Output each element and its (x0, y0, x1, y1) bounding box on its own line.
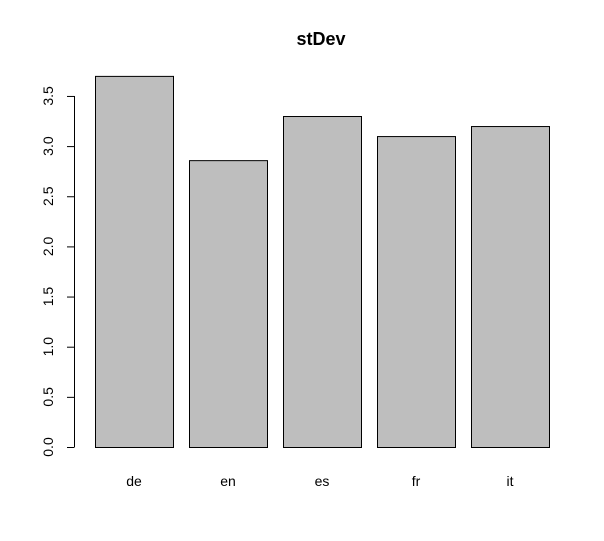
x-tick-label-es: es (315, 473, 330, 489)
y-tick-label-2.5: 2.5 (40, 186, 56, 206)
y-tick-label-0.0: 0.0 (40, 437, 56, 457)
chart-title: stDev (296, 29, 345, 49)
y-tick-label-2.0: 2.0 (40, 236, 56, 256)
y-tick-label-0.5: 0.5 (40, 387, 56, 407)
bars-group (95, 75, 550, 448)
y-tick-label-1.0: 1.0 (40, 337, 56, 357)
x-tick-label-de: de (126, 473, 142, 489)
bar-de (95, 75, 174, 448)
y-tick-label-1.5: 1.5 (40, 287, 56, 307)
x-tick-label-fr: fr (412, 473, 421, 489)
x-tick-label-it: it (507, 473, 514, 489)
bar-it (471, 126, 550, 448)
y-tick-label-3.5: 3.5 (40, 86, 56, 106)
x-axis-labels: de en es fr it (126, 473, 513, 489)
bar-en (189, 160, 268, 448)
y-tick-label-3.0: 3.0 (40, 136, 56, 156)
bar-fr (377, 136, 456, 448)
y-axis: 0.0 0.5 1.0 1.5 2.0 2.5 3.0 3.5 (40, 86, 75, 457)
x-tick-label-en: en (220, 473, 236, 489)
bar-es (283, 116, 362, 448)
